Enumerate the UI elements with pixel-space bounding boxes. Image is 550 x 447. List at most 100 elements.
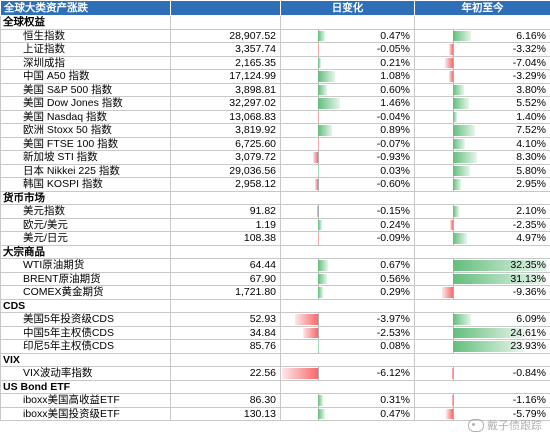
daily-change: -6.12% — [280, 366, 415, 381]
asset-name: 上证指数 — [0, 42, 171, 57]
daily-change-label: 0.31% — [380, 394, 410, 406]
table-row: 新加坡 STI 指数 3,079.72 -0.93% 8.30% — [0, 150, 550, 165]
negative-bar — [282, 368, 319, 379]
positive-bar — [452, 273, 544, 284]
daily-change: 0.60% — [280, 82, 415, 97]
daily-change: 0.47% — [280, 28, 415, 43]
asset-name: 韩国 KOSPI 指数 — [0, 177, 171, 192]
ytd-change: -1.16% — [414, 393, 550, 408]
ytd-change: 8.30% — [414, 150, 550, 165]
table-row: 韩国 KOSPI 指数 2,958.12 -0.60% 2.95% — [0, 177, 550, 192]
ytd-change-label: 4.97% — [516, 232, 546, 244]
section-empty-cell — [414, 244, 550, 259]
daily-change: 0.89% — [280, 123, 415, 138]
positive-bar — [318, 408, 326, 419]
table-row: 美国 S&P 500 指数 3,898.81 0.60% 3.80% — [0, 82, 550, 97]
section-empty-cell — [280, 15, 415, 30]
ytd-change-label: -0.84% — [512, 367, 546, 379]
ytd-change-label: -3.29% — [512, 70, 546, 82]
asset-name: VIX波动率指数 — [0, 366, 171, 381]
positive-bar — [452, 179, 462, 190]
negative-bar — [314, 179, 319, 190]
asset-name: 美国5年投资级CDS — [0, 312, 171, 327]
section-header-row: 货币市场 — [0, 190, 550, 205]
ytd-change: 4.97% — [414, 231, 550, 246]
daily-change-label: -6.12% — [376, 367, 410, 379]
bar-axis — [452, 367, 454, 380]
positive-bar — [452, 206, 459, 217]
asset-value: 130.13 — [170, 406, 281, 421]
asset-value: 6,725.60 — [170, 136, 281, 151]
section-empty-cell — [280, 190, 415, 205]
negative-bar — [449, 71, 453, 82]
asset-name: iboxx美国高收益ETF — [0, 393, 171, 408]
daily-change-label: 0.60% — [380, 83, 410, 96]
daily-change: 1.46% — [280, 96, 415, 111]
asset-value: 34.84 — [170, 325, 281, 340]
bar-axis — [318, 326, 320, 339]
positive-bar — [452, 260, 548, 271]
asset-name: 美元/日元 — [0, 231, 171, 246]
ytd-change-label: -1.16% — [512, 394, 546, 406]
daily-change: -0.15% — [280, 204, 415, 219]
watermark: 戴子债跟踪 — [468, 417, 542, 433]
daily-change-label: 1.46% — [380, 97, 410, 109]
ytd-change-label: 1.40% — [516, 110, 546, 123]
ytd-change: -2.35% — [414, 217, 550, 232]
daily-change: -0.09% — [280, 231, 415, 246]
daily-change: 0.56% — [280, 271, 415, 286]
ytd-change: -3.32% — [414, 42, 550, 57]
section-header-row: VIX — [0, 352, 550, 367]
section-empty-cell — [414, 352, 550, 367]
positive-bar — [452, 341, 523, 352]
negative-bar — [312, 152, 319, 163]
daily-change-label: 0.56% — [380, 272, 410, 285]
negative-bar — [449, 44, 453, 55]
asset-value: 3,357.74 — [170, 42, 281, 57]
asset-value: 1,721.80 — [170, 285, 281, 300]
asset-name: BRENT原油期货 — [0, 271, 171, 286]
ytd-change-label: 8.30% — [516, 151, 546, 163]
daily-change-label: -3.97% — [376, 313, 410, 325]
asset-name: 美国 Dow Jones 指数 — [0, 96, 171, 111]
table-row: 日本 Nikkei 225 指数 29,036.56 0.03% 5.80% — [0, 163, 550, 178]
wechat-icon — [468, 418, 484, 432]
table-row: iboxx美国投资级ETF 130.13 0.47% -5.79% — [0, 406, 550, 421]
daily-change: 0.47% — [280, 406, 415, 421]
asset-value: 2,958.12 — [170, 177, 281, 192]
header-value-cell — [170, 0, 281, 16]
asset-name: 欧元/美元 — [0, 217, 171, 232]
section-empty-cell — [280, 298, 415, 313]
ytd-change: 23.93% — [414, 339, 550, 354]
table-row: 美国 FTSE 100 指数 6,725.60 -0.07% 4.10% — [0, 136, 550, 151]
bar-axis — [452, 218, 454, 231]
ytd-change: -0.84% — [414, 366, 550, 381]
asset-value: 52.93 — [170, 312, 281, 327]
table-row: 美元指数 91.82 -0.15% 2.10% — [0, 204, 550, 219]
ytd-change-label: 24.61% — [510, 326, 546, 339]
bar-axis — [452, 43, 454, 56]
ytd-change: 5.80% — [414, 163, 550, 178]
daily-change-label: -2.53% — [376, 326, 410, 339]
ytd-change: 6.16% — [414, 28, 550, 43]
positive-bar — [452, 138, 465, 149]
positive-bar — [452, 111, 457, 122]
bar-axis — [318, 313, 320, 326]
daily-change: -0.05% — [280, 42, 415, 57]
ytd-change-label: 23.93% — [510, 340, 546, 352]
table-row: 美国 Dow Jones 指数 32,297.02 1.46% 5.52% — [0, 96, 550, 111]
bar-axis — [318, 232, 320, 245]
ytd-change-label: -2.35% — [512, 218, 546, 231]
daily-change: -2.53% — [280, 325, 415, 340]
asset-name: 美国 S&P 500 指数 — [0, 82, 171, 97]
positive-bar — [452, 30, 471, 41]
ytd-change: -7.04% — [414, 55, 550, 70]
bar-axis — [318, 205, 320, 218]
asset-name: 美国 FTSE 100 指数 — [0, 136, 171, 151]
section-header-row: 大宗商品 — [0, 244, 550, 259]
ytd-change-label: -3.32% — [512, 43, 546, 55]
asset-name: 中国 A50 指数 — [0, 69, 171, 84]
section-header-row: 全球权益 — [0, 15, 550, 30]
negative-bar — [303, 327, 319, 338]
section-empty-cell — [170, 190, 281, 205]
